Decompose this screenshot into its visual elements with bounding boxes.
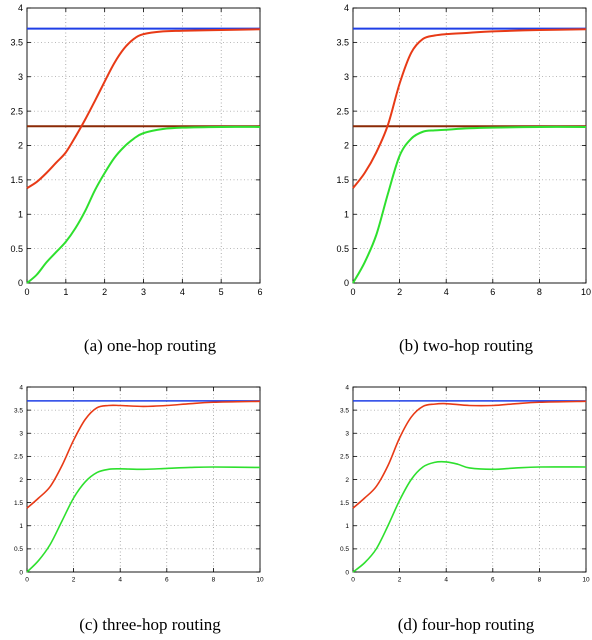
x-tick-label: 4 — [118, 577, 122, 584]
x-tick-label: 10 — [256, 577, 264, 584]
x-tick-label: 0 — [24, 287, 29, 297]
y-tick-label: 0 — [345, 569, 349, 576]
x-tick-label: 2 — [397, 287, 402, 297]
y-tick-label: 4 — [18, 3, 23, 13]
x-tick-label: 4 — [180, 287, 185, 297]
x-tick-label: 5 — [219, 287, 224, 297]
y-tick-label: 1.5 — [340, 500, 349, 507]
y-tick-label: 4 — [344, 3, 349, 13]
x-tick-label: 2 — [72, 577, 76, 584]
y-tick-label: 1.5 — [10, 175, 23, 185]
plot-c: 0 2 4 6 8 10 0 0.5 1 1.5 2 2.5 3 3.5 4 — [14, 384, 264, 583]
plot-a: 0 1 2 3 4 5 6 0 0.5 1 1.5 2 2.5 3 3.5 4 — [10, 3, 262, 297]
x-tick-label: 4 — [444, 577, 448, 584]
x-tick-label: 0 — [350, 287, 355, 297]
y-tick-label: 3.5 — [14, 407, 23, 414]
y-tick-label: 1 — [18, 209, 23, 219]
x-tick-label: 1 — [63, 287, 68, 297]
y-tick-label: 3 — [344, 72, 349, 82]
caption-c: (c) three-hop routing — [79, 615, 221, 634]
y-tick-label: 2.5 — [340, 454, 349, 461]
y-tick-label: 3 — [18, 72, 23, 82]
y-tick-label: 2.5 — [336, 106, 349, 116]
x-tick-label: 6 — [490, 287, 495, 297]
y-tick-label: 1.5 — [336, 175, 349, 185]
y-tick-label: 3.5 — [10, 38, 23, 48]
x-tick-label: 0 — [25, 577, 29, 584]
y-tick-label: 0.5 — [336, 244, 349, 254]
y-tick-label: 2.5 — [14, 454, 23, 461]
plot-d: 0 2 4 6 8 10 0 0.5 1 1.5 2 2.5 3 3.5 4 — [340, 384, 590, 583]
x-tick-label: 4 — [444, 287, 449, 297]
y-tick-label: 3.5 — [340, 407, 349, 414]
series-line — [352, 125, 587, 284]
plot-b: 0 2 4 6 8 10 0 0.5 1 1.5 2 2.5 3 3.5 4 — [336, 3, 591, 297]
series-line — [352, 400, 587, 509]
caption-b: (b) two-hop routing — [398, 336, 534, 355]
y-tick-label: 1 — [344, 209, 349, 219]
series-line — [26, 466, 261, 573]
y-tick-label: 3.5 — [336, 38, 349, 48]
y-tick-label: 0.5 — [14, 546, 23, 553]
y-tick-label: 3 — [345, 431, 349, 438]
series-line — [26, 125, 261, 284]
y-tick-label: 1 — [19, 523, 23, 530]
caption-d: (d) four-hop routing — [397, 615, 535, 634]
y-tick-label: 0.5 — [340, 546, 349, 553]
x-tick-label: 10 — [582, 577, 590, 584]
x-tick-label: 6 — [165, 577, 169, 584]
y-tick-label: 0 — [18, 278, 23, 288]
x-tick-label: 10 — [581, 287, 591, 297]
y-tick-label: 3 — [19, 431, 23, 438]
series-line — [26, 400, 261, 509]
x-tick-label: 8 — [212, 577, 216, 584]
y-tick-label: 2.5 — [10, 106, 23, 116]
x-tick-label: 6 — [491, 577, 495, 584]
x-tick-label: 3 — [141, 287, 146, 297]
x-tick-label: 8 — [537, 287, 542, 297]
x-tick-label: 0 — [351, 577, 355, 584]
y-tick-label: 1 — [345, 523, 349, 530]
y-tick-label: 2 — [19, 477, 23, 484]
x-tick-label: 2 — [102, 287, 107, 297]
y-tick-label: 0 — [344, 278, 349, 288]
y-tick-label: 4 — [19, 384, 23, 391]
x-tick-label: 8 — [538, 577, 542, 584]
x-tick-label: 6 — [257, 287, 262, 297]
series-line — [352, 460, 587, 573]
y-tick-label: 4 — [345, 384, 349, 391]
y-tick-label: 2 — [344, 141, 349, 151]
y-tick-label: 0.5 — [10, 244, 23, 254]
x-tick-label: 2 — [398, 577, 402, 584]
caption-a: (a) one-hop routing — [83, 336, 217, 355]
y-tick-label: 0 — [19, 569, 23, 576]
y-tick-label: 1.5 — [14, 500, 23, 507]
y-tick-label: 2 — [18, 141, 23, 151]
series-line — [352, 28, 587, 189]
series-line — [26, 28, 261, 189]
y-tick-label: 2 — [345, 477, 349, 484]
